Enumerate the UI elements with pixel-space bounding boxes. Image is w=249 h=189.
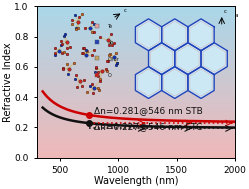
Y-axis label: Refractive Index: Refractive Index [3, 42, 13, 122]
Text: Δn=0.227@546 nm STC: Δn=0.227@546 nm STC [94, 122, 202, 132]
Text: Δn=0.281@546 nm STB: Δn=0.281@546 nm STB [94, 106, 203, 115]
X-axis label: Wavelength (nm): Wavelength (nm) [94, 176, 178, 186]
